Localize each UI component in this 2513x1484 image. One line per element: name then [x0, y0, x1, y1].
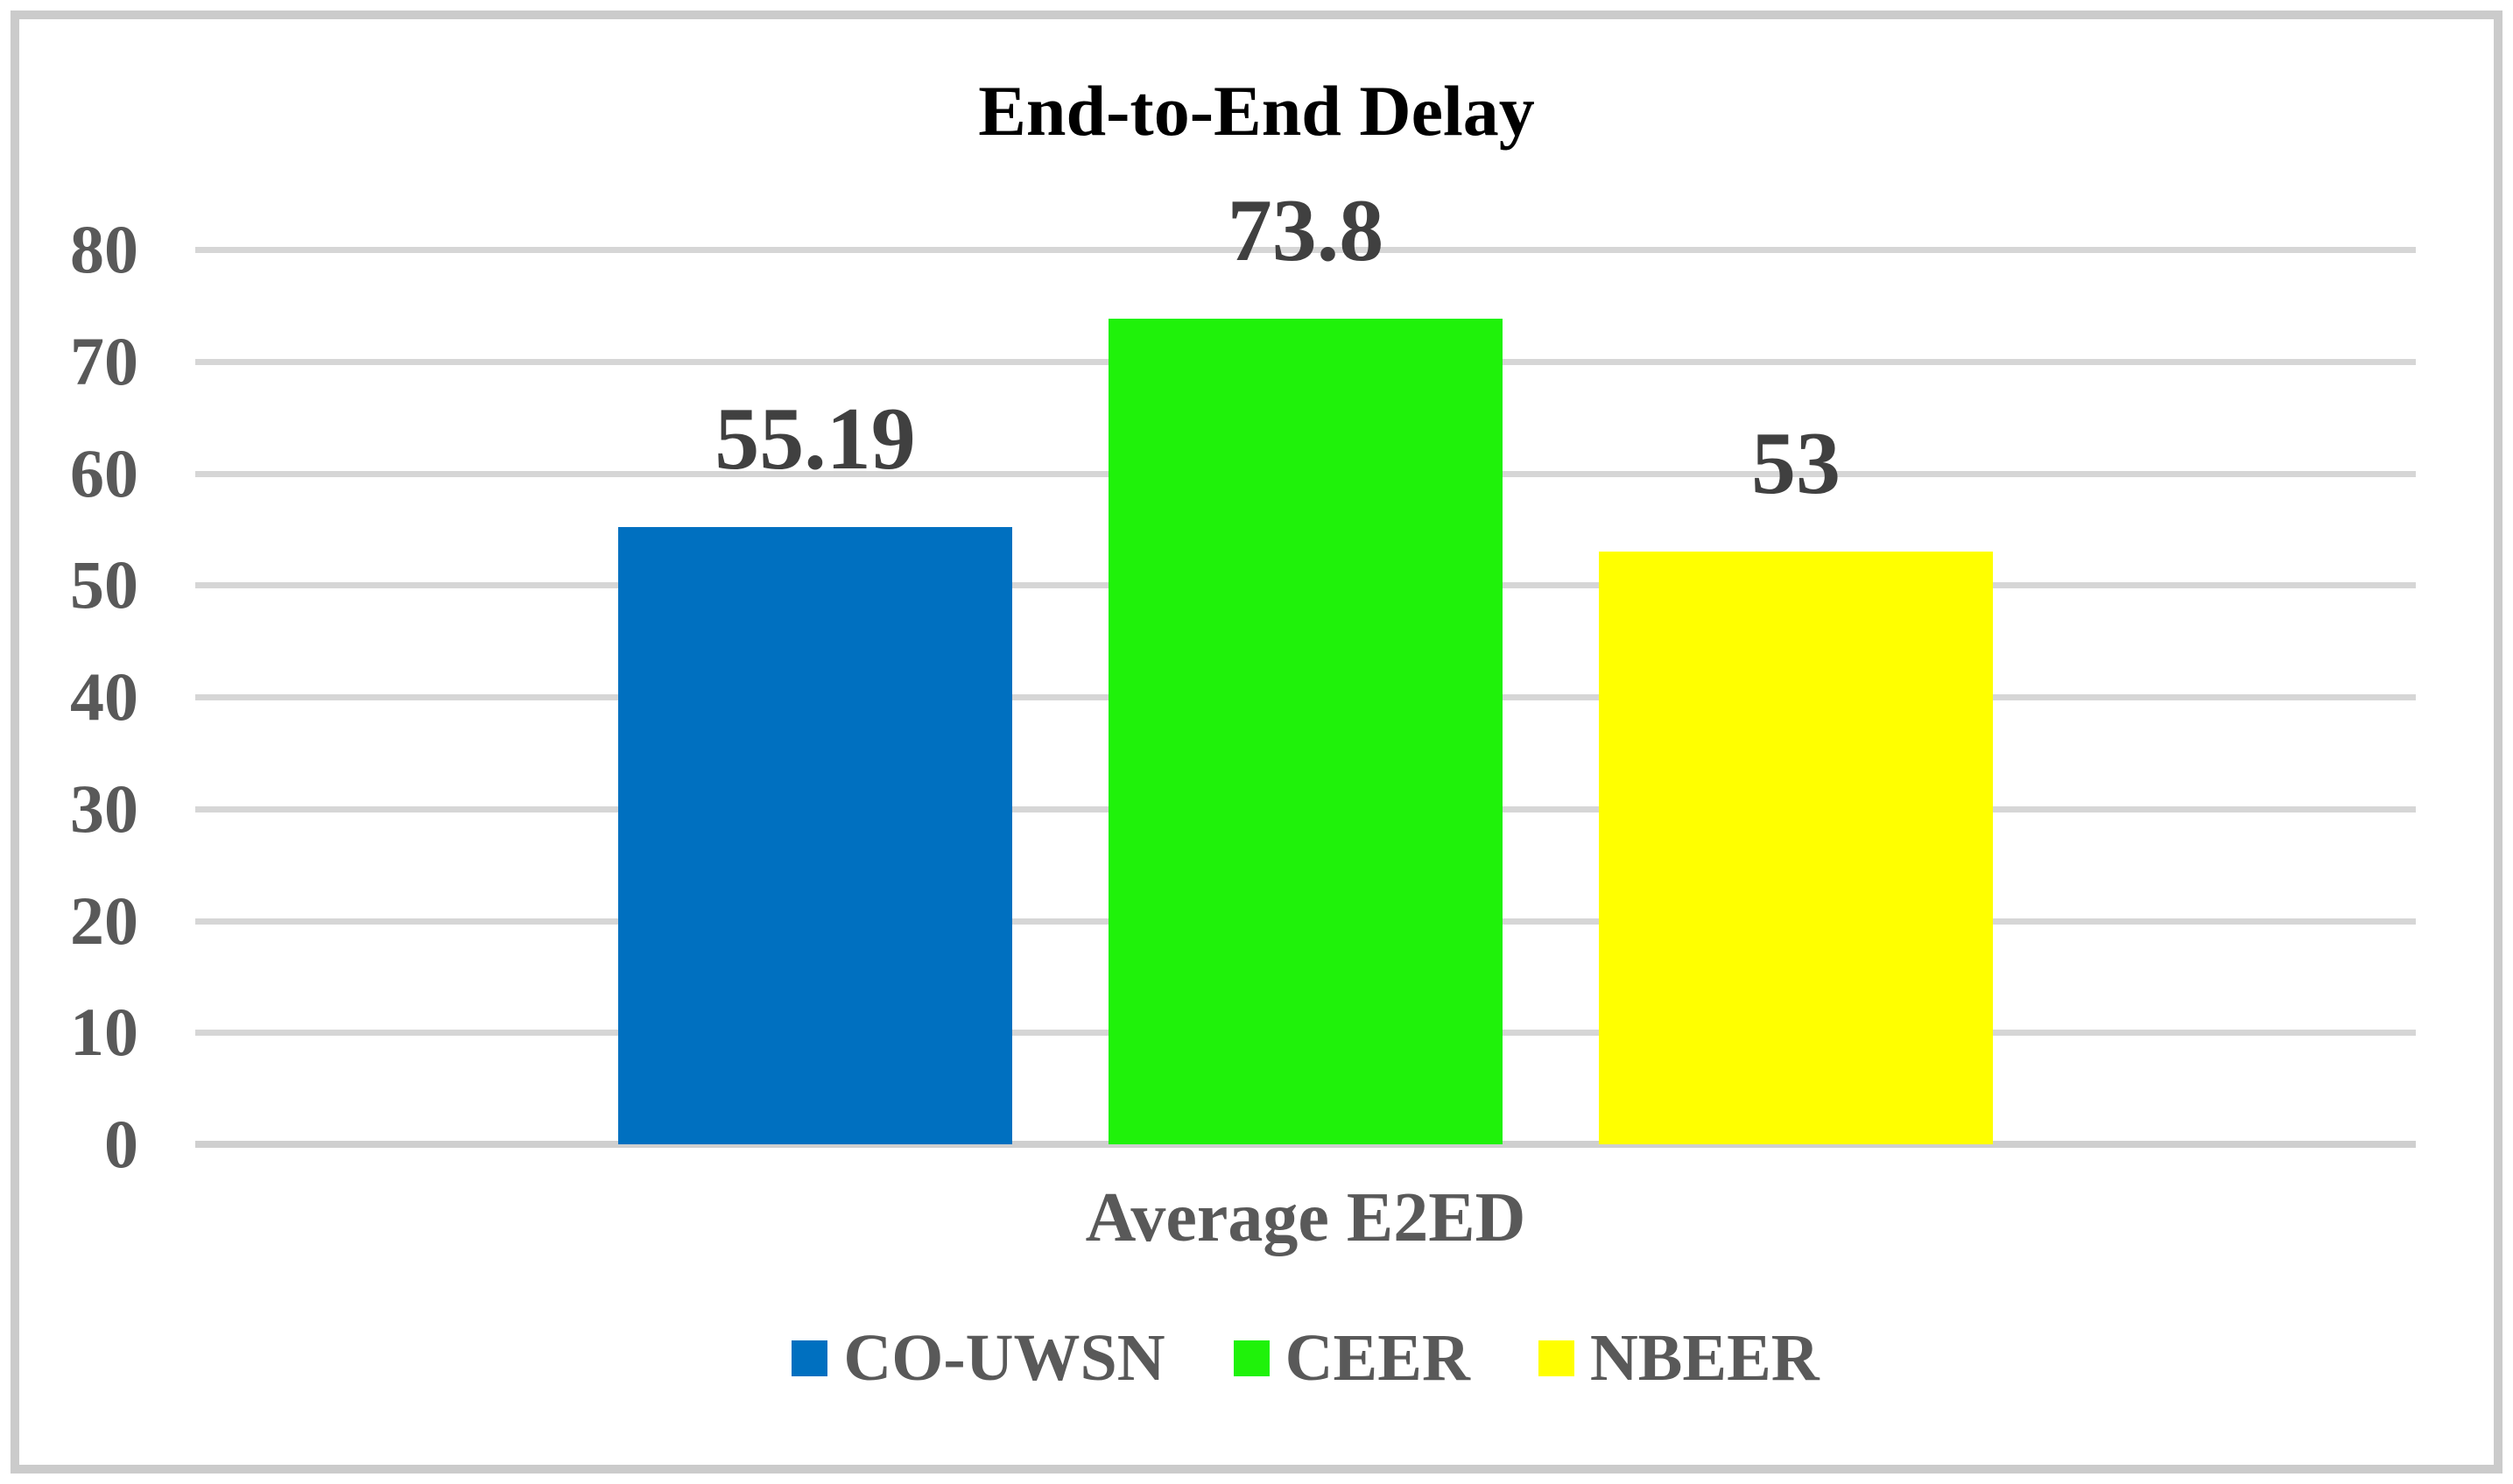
legend-label-ceer: CEER	[1285, 1321, 1470, 1395]
legend-label-nbeer: NBEER	[1589, 1321, 1820, 1395]
y-tick-label-10: 10	[70, 994, 138, 1070]
legend: CO-UWSN CEER NBEER	[195, 1319, 2416, 1397]
y-tick-label-60: 60	[70, 435, 138, 511]
bar-nbeer	[1599, 552, 1993, 1144]
legend-item-nbeer: NBEER	[1538, 1325, 1820, 1391]
y-tick-label-30: 30	[70, 770, 138, 847]
y-tick-label-20: 20	[70, 883, 138, 959]
x-axis-line	[195, 1141, 2416, 1148]
y-tick-label-0: 0	[104, 1106, 138, 1182]
legend-item-ceer: CEER	[1233, 1321, 1470, 1395]
chart-title: End-to-End Delay	[978, 71, 1535, 151]
legend-label-co-uwsn: CO-UWSN	[843, 1321, 1165, 1395]
x-axis-label: Average E2ED	[1085, 1179, 1526, 1256]
bar-co-uwsn	[618, 527, 1012, 1144]
gridline	[195, 247, 2416, 253]
legend-swatch-ceer	[1233, 1340, 1270, 1376]
legend-swatch-nbeer	[1538, 1340, 1574, 1376]
data-label-ceer: 73.8	[1227, 181, 1384, 280]
y-tick-label-40: 40	[70, 658, 138, 735]
data-label-nbeer: 53	[1751, 414, 1841, 513]
y-tick-label-50: 50	[70, 546, 138, 622]
data-label-co-uwsn: 55.19	[714, 390, 916, 489]
y-tick-label-80: 80	[70, 211, 138, 287]
legend-swatch-co-uwsn	[792, 1340, 828, 1376]
legend-item-co-uwsn: CO-UWSN	[792, 1325, 1165, 1391]
y-tick-label-70: 70	[70, 323, 138, 399]
bar-ceer	[1109, 319, 1503, 1144]
